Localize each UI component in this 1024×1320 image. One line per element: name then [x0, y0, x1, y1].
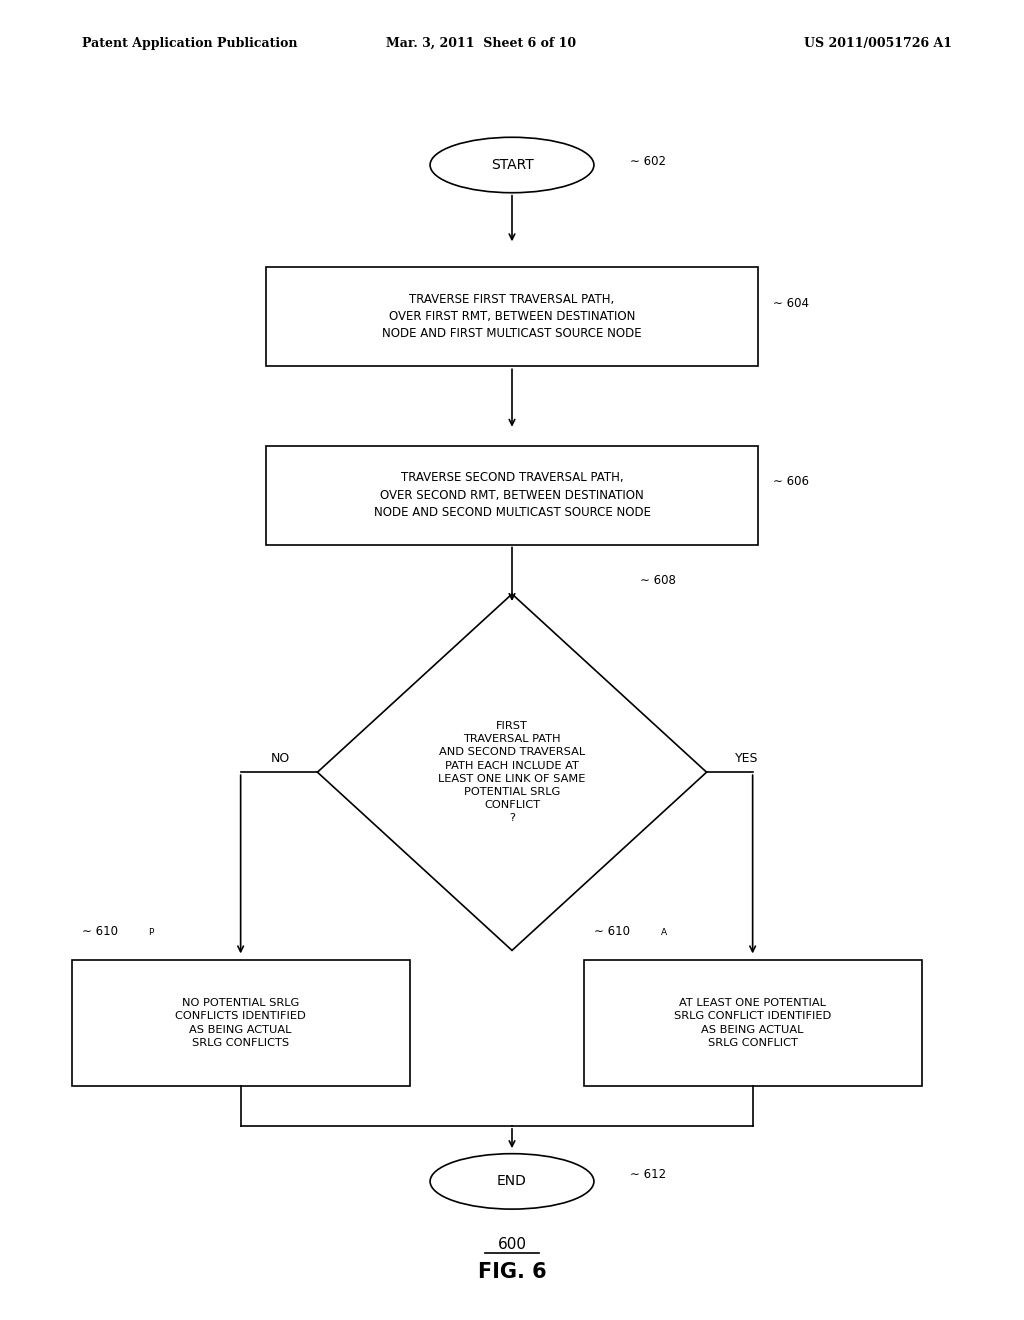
Text: FIRST
TRAVERSAL PATH
AND SECOND TRAVERSAL
PATH EACH INCLUDE AT
LEAST ONE LINK OF: FIRST TRAVERSAL PATH AND SECOND TRAVERSA… — [438, 721, 586, 824]
Text: ∼ 604: ∼ 604 — [773, 297, 809, 310]
Ellipse shape — [430, 137, 594, 193]
Polygon shape — [317, 594, 707, 950]
Text: ∼ 610: ∼ 610 — [594, 925, 630, 937]
Text: TRAVERSE SECOND TRAVERSAL PATH,
OVER SECOND RMT, BETWEEN DESTINATION
NODE AND SE: TRAVERSE SECOND TRAVERSAL PATH, OVER SEC… — [374, 471, 650, 519]
Text: YES: YES — [735, 752, 759, 766]
Text: Mar. 3, 2011  Sheet 6 of 10: Mar. 3, 2011 Sheet 6 of 10 — [386, 37, 577, 50]
Text: ∼ 610: ∼ 610 — [82, 925, 118, 937]
Text: TRAVERSE FIRST TRAVERSAL PATH,
OVER FIRST RMT, BETWEEN DESTINATION
NODE AND FIRS: TRAVERSE FIRST TRAVERSAL PATH, OVER FIRS… — [382, 293, 642, 341]
FancyBboxPatch shape — [266, 446, 758, 544]
Text: ∼ 612: ∼ 612 — [630, 1168, 666, 1181]
Text: AT LEAST ONE POTENTIAL
SRLG CONFLICT IDENTIFIED
AS BEING ACTUAL
SRLG CONFLICT: AT LEAST ONE POTENTIAL SRLG CONFLICT IDE… — [674, 998, 831, 1048]
Text: ∼ 602: ∼ 602 — [630, 154, 666, 168]
Text: END: END — [497, 1175, 527, 1188]
Text: US 2011/0051726 A1: US 2011/0051726 A1 — [804, 37, 952, 50]
FancyBboxPatch shape — [584, 961, 922, 1085]
Text: A: A — [660, 928, 667, 937]
Text: NO: NO — [270, 752, 290, 766]
Ellipse shape — [430, 1154, 594, 1209]
FancyBboxPatch shape — [72, 961, 410, 1085]
Text: ∼ 608: ∼ 608 — [640, 574, 676, 587]
Text: Patent Application Publication: Patent Application Publication — [82, 37, 297, 50]
Text: 600: 600 — [498, 1237, 526, 1253]
Text: NO POTENTIAL SRLG
CONFLICTS IDENTIFIED
AS BEING ACTUAL
SRLG CONFLICTS: NO POTENTIAL SRLG CONFLICTS IDENTIFIED A… — [175, 998, 306, 1048]
Text: START: START — [490, 158, 534, 172]
Text: ∼ 606: ∼ 606 — [773, 475, 809, 488]
FancyBboxPatch shape — [266, 267, 758, 366]
Text: P: P — [148, 928, 154, 937]
Text: FIG. 6: FIG. 6 — [477, 1262, 547, 1283]
